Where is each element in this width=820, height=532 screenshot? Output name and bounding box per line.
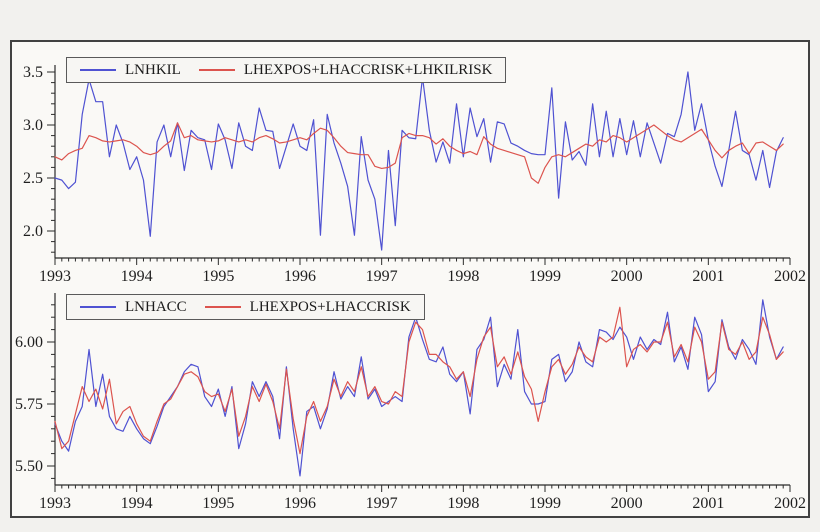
y-tick-label: 5.50 xyxy=(15,458,43,475)
y-tick-label: 3.0 xyxy=(23,117,43,134)
x-tick-label: 1998 xyxy=(447,495,479,512)
top-chart-legend: LNHKIL LHEXPOS+LHACCRISK+LHKILRISK xyxy=(66,57,507,83)
x-tick-label: 1995 xyxy=(202,495,234,512)
legend-line-sample-red xyxy=(198,69,235,71)
x-tick-label: 1993 xyxy=(39,495,71,512)
x-tick-label: 1999 xyxy=(529,268,561,285)
x-tick-label: 1993 xyxy=(39,268,71,285)
series-line-LNHKIL xyxy=(54,71,784,251)
x-tick-label: 2000 xyxy=(611,268,643,285)
x-tick-label: 1995 xyxy=(202,268,234,285)
legend-label: LNHACC xyxy=(125,298,187,315)
x-tick-label: 2001 xyxy=(692,495,724,512)
x-tick-label: 1997 xyxy=(366,268,398,285)
x-tick-label: 1997 xyxy=(366,495,398,512)
legend-label: LHEXPOS+LHACCRISK xyxy=(249,298,411,315)
x-tick-label: 1998 xyxy=(447,268,479,285)
y-tick-label: 3.5 xyxy=(23,64,43,81)
legend-item-lnhacc: LNHACC xyxy=(80,299,187,316)
legend-label: LNHKIL xyxy=(125,61,181,78)
x-tick-label: 1994 xyxy=(121,268,153,285)
y-tick-label: 5.75 xyxy=(15,396,43,413)
x-tick-label: 1999 xyxy=(529,495,561,512)
x-tick-label: 2002 xyxy=(774,268,806,285)
legend-label: LHEXPOS+LHACCRISK+LHKILRISK xyxy=(243,61,493,78)
x-tick-label: 2002 xyxy=(774,495,806,512)
legend-line-sample-red xyxy=(204,306,241,308)
x-tick-label: 2001 xyxy=(692,268,724,285)
series-line-LHEXPOS+LHACCRISK xyxy=(54,306,784,455)
x-tick-label: 1994 xyxy=(121,495,153,512)
y-tick-label: 2.0 xyxy=(23,223,43,240)
x-tick-label: 1996 xyxy=(284,268,316,285)
legend-item-lnhkil: LNHKIL xyxy=(80,62,181,79)
legend-line-sample-blue xyxy=(80,69,116,71)
top-chart-plot: 3.5 3.0 2.5 2.0 1993 1994 1995 1996 1997 1998 1999… xyxy=(23,64,806,285)
series-line-LHEXPOS+LHACCRISK+LHKILRISK xyxy=(54,122,784,184)
y-tick-label: 6.00 xyxy=(15,334,43,351)
y-tick-label: 2.5 xyxy=(23,170,43,187)
bottom-chart-legend: LNHACC LHEXPOS+LHACCRISK xyxy=(66,294,425,320)
legend-line-sample-blue xyxy=(80,306,116,308)
legend-item-lhexpos-lhaccrisk: LHEXPOS+LHACCRISK xyxy=(204,298,411,316)
bottom-chart-plot: 6.00 5.75 5.50 1993 1994 1995 1996 1997 1998 1999… xyxy=(15,293,806,512)
legend-item-lhexpos-lhaccrisk-lhkilrisk: LHEXPOS+LHACCRISK+LHKILRISK xyxy=(198,61,493,79)
x-tick-label: 2000 xyxy=(611,495,643,512)
x-tick-label: 1996 xyxy=(284,495,316,512)
